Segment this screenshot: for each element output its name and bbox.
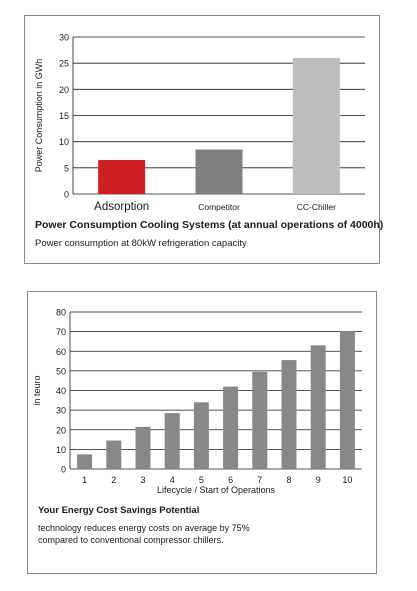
x-tick-label: 1: [82, 475, 87, 485]
bar: [252, 371, 268, 469]
y-tick-label: 40: [56, 386, 66, 396]
x-tick-label: 8: [286, 475, 291, 485]
y-tick-label: 30: [59, 33, 69, 43]
y-tick-label: 20: [59, 85, 69, 95]
x-tick-label: Competitor: [198, 202, 240, 212]
chart-caption-line: technology reduces energy costs on avera…: [38, 523, 250, 533]
y-tick-label: 0: [61, 465, 66, 475]
y-tick-label: 80: [56, 308, 66, 318]
energy-savings-chart-panel: 0 10 20 30 40 50 60 70 80 in teuro 1 2 3 4 5 6 7 8 9 10 Life…: [27, 291, 377, 574]
y-tick-label: 70: [56, 327, 66, 337]
x-tick-label: 3: [140, 475, 145, 485]
y-axis-label: in teuro: [32, 375, 42, 405]
bar: [164, 413, 180, 469]
x-axis-label: Lifecycle / Start of Operations: [157, 485, 276, 495]
bar: [98, 159, 146, 194]
bar: [195, 149, 243, 194]
x-tick-label: 7: [257, 475, 262, 485]
y-tick-label: 60: [56, 347, 66, 357]
y-tick-label: 10: [59, 137, 69, 147]
bar: [310, 345, 326, 469]
x-tick-label: CC-Chiller: [297, 202, 336, 212]
y-tick-label: 20: [56, 425, 66, 435]
chart-caption-text: Power consumption at 80kW refrigeration …: [35, 238, 247, 249]
power-consumption-chart: 0 5 10 15 20 25 30 Power Consumption in GWh Adso…: [34, 33, 365, 213]
bar: [77, 454, 93, 469]
y-tick-label: 10: [56, 445, 66, 455]
x-tick-label: 5: [199, 475, 204, 485]
y-tick-label: 30: [56, 406, 66, 416]
y-tick-label: 15: [59, 111, 69, 121]
y-tick-label: 5: [64, 163, 69, 173]
y-tick-label: 25: [59, 59, 69, 69]
energy-savings-chart: 0 10 20 30 40 50 60 70 80 in teuro 1 2 3 4 5 6 7 8 9 10 Life…: [32, 308, 362, 495]
x-tick-label: 10: [342, 475, 352, 485]
x-tick-label: 9: [316, 475, 321, 485]
x-tick-label: Adsorption: [94, 201, 149, 213]
y-axis-label: Power Consumption in GWh: [34, 59, 44, 173]
y-tick-label: 0: [64, 190, 69, 200]
chart-caption-line: compared to conventional compressor chil…: [38, 535, 224, 545]
power-consumption-chart-panel: 0 5 10 15 20 25 30 Power Consumption in GWh Adso…: [24, 15, 384, 264]
bar: [193, 402, 209, 469]
bar: [281, 360, 297, 469]
x-tick-label: 2: [111, 475, 116, 485]
x-tick-label: 6: [228, 475, 233, 485]
bar: [106, 440, 122, 469]
bar: [339, 331, 355, 469]
bar: [292, 57, 340, 194]
chart-caption-title: Power Consumption Cooling Systems (at an…: [35, 219, 384, 231]
y-tick-label: 50: [56, 366, 66, 376]
x-tick-label: 4: [170, 475, 175, 485]
bar: [223, 386, 239, 469]
bar: [135, 426, 151, 469]
chart-caption-title: Your Energy Cost Savings Potential: [38, 505, 200, 516]
